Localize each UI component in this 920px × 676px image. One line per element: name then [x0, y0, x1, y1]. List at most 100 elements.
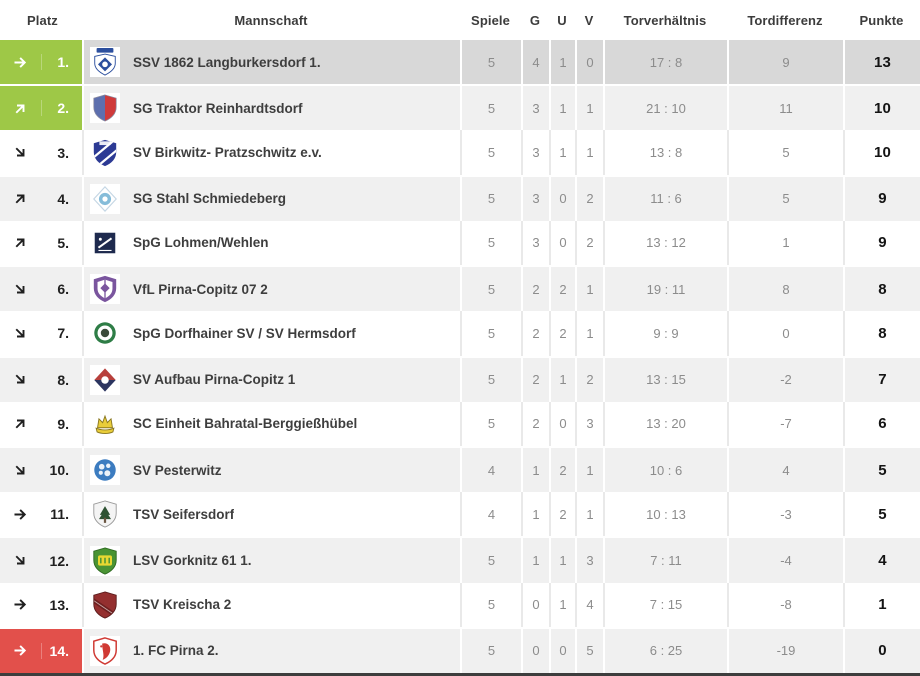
draws-cell: 1 [549, 538, 575, 583]
rank-label: 10. [49, 462, 69, 479]
team-cell[interactable]: TSV Kreischa 2 [82, 582, 460, 627]
draws-cell: 1 [549, 86, 575, 131]
team-cell[interactable]: SpG Lohmen/Wehlen [82, 220, 460, 266]
team-name: TSV Kreischa 2 [133, 597, 232, 613]
arrow-down-right-icon [0, 281, 41, 298]
draws-cell: 2 [549, 492, 575, 537]
table-row[interactable]: 2. SG Traktor Reinhardtsdorf 5 3 1 1 21 … [0, 84, 920, 131]
spiele-cell: 5 [460, 176, 521, 221]
arrow-up-right-icon [0, 234, 41, 251]
wins-cell: 3 [521, 130, 549, 175]
team-cell[interactable]: SV Aufbau Pirna-Copitz 1 [82, 357, 460, 402]
spiele-cell: 5 [460, 40, 521, 85]
spiele-cell: 5 [460, 311, 521, 356]
goal-ratio-cell: 13 : 8 [603, 130, 727, 175]
team-cell[interactable]: SG Traktor Reinhardtsdorf [82, 86, 460, 131]
losses-cell: 1 [575, 447, 603, 493]
arrow-down-right-icon [0, 144, 41, 161]
team-cell[interactable]: TSV Seifersdorf [82, 492, 460, 537]
team-cell[interactable]: SSV 1862 Langburkersdorf 1. [82, 40, 460, 85]
team-name: SpG Lohmen/Wehlen [133, 235, 269, 251]
points-cell: 9 [843, 176, 920, 221]
points-cell: 7 [843, 357, 920, 402]
losses-cell: 3 [575, 538, 603, 583]
team-cell[interactable]: SV Birkwitz- Pratzschwitz e.v. [82, 130, 460, 175]
team-name: SG Traktor Reinhardtsdorf [133, 100, 303, 116]
platz-cell: 5. [0, 221, 82, 265]
team-cell[interactable]: SC Einheit Bahratal-Berggießhübel [82, 401, 460, 446]
col-header-gewonnen: G [529, 12, 541, 28]
draws-cell: 0 [549, 401, 575, 446]
wins-cell: 3 [521, 176, 549, 221]
team-name: SC Einheit Bahratal-Berggießhübel [133, 416, 358, 432]
goal-diff-cell: -3 [727, 492, 843, 537]
table-row[interactable]: 7. SpG Dorfhainer SV / SV Hermsdorf 5 2 … [0, 311, 920, 356]
losses-cell: 2 [575, 220, 603, 266]
platz-cell: 3. [0, 130, 82, 174]
team-cell[interactable]: LSV Gorknitz 61 1. [82, 538, 460, 583]
wins-cell: 0 [521, 628, 549, 674]
club-logo-icon [90, 408, 120, 439]
team-cell[interactable]: SG Stahl Schmiedeberg [82, 176, 460, 221]
table-row[interactable]: 12. LSV Gorknitz 61 1. 5 1 1 3 7 : 11 -4… [0, 536, 920, 583]
table-row[interactable]: 9. SC Einheit Bahratal-Berggießhübel 5 2… [0, 401, 920, 446]
team-name: SV Aufbau Pirna-Copitz 1 [133, 372, 296, 388]
table-row[interactable]: 1. SSV 1862 Langburkersdorf 1. 5 4 1 0 1… [0, 40, 920, 85]
platz-cell: 11. [0, 492, 82, 536]
club-logo-icon [90, 635, 120, 666]
spiele-cell: 4 [460, 447, 521, 493]
club-logo-icon [90, 545, 120, 576]
rank-label: 8. [57, 371, 69, 388]
points-cell: 8 [843, 267, 920, 312]
table-row[interactable]: 5. SpG Lohmen/Wehlen 5 3 0 2 13 : 12 1 9 [0, 220, 920, 266]
team-cell[interactable]: VfL Pirna-Copitz 07 2 [82, 267, 460, 312]
table-row[interactable]: 14. 1. FC Pirna 2. 5 0 0 5 6 : 25 -19 0 [0, 626, 920, 674]
goal-diff-cell: -4 [727, 538, 843, 583]
platz-cell: 8. [0, 358, 82, 402]
platz-cell: 14. [0, 628, 82, 674]
col-header-torverhaeltnis: Torverhältnis [623, 12, 707, 28]
points-cell: 4 [843, 538, 920, 583]
goal-diff-cell: 11 [727, 86, 843, 131]
goal-ratio-cell: 7 : 11 [603, 538, 727, 583]
platz-cell: 6. [0, 267, 82, 311]
table-row[interactable]: 13. TSV Kreischa 2 5 0 1 4 7 : 15 -8 1 [0, 582, 920, 627]
table-row[interactable]: 8. SV Aufbau Pirna-Copitz 1 5 2 1 2 13 :… [0, 355, 920, 402]
wins-cell: 2 [521, 311, 549, 356]
team-cell[interactable]: SV Pesterwitz [82, 447, 460, 493]
goal-ratio-cell: 6 : 25 [603, 628, 727, 674]
draws-cell: 2 [549, 447, 575, 493]
goal-ratio-cell: 10 : 6 [603, 447, 727, 493]
team-name: TSV Seifersdorf [133, 506, 235, 522]
goal-diff-cell: 9 [727, 40, 843, 85]
goal-diff-cell: -7 [727, 401, 843, 446]
rank-label: 5. [57, 234, 69, 251]
goal-diff-cell: 5 [727, 130, 843, 175]
table-row[interactable]: 3. SV Birkwitz- Pratzschwitz e.v. 5 3 1 … [0, 130, 920, 175]
wins-cell: 1 [521, 538, 549, 583]
table-row[interactable]: 4. SG Stahl Schmiedeberg 5 3 0 2 11 : 6 … [0, 174, 920, 221]
team-cell[interactable]: 1. FC Pirna 2. [82, 628, 460, 674]
table-row[interactable]: 6. VfL Pirna-Copitz 07 2 5 2 2 1 19 : 11… [0, 265, 920, 312]
platz-cell: 10. [0, 448, 82, 492]
draws-cell: 0 [549, 220, 575, 266]
goal-ratio-cell: 17 : 8 [603, 40, 727, 85]
team-name: 1. FC Pirna 2. [133, 643, 219, 659]
rank-label: 6. [57, 281, 69, 298]
table-row[interactable]: 11. TSV Seifersdorf 4 1 2 1 10 : 13 -3 5 [0, 492, 920, 537]
club-logo-icon [90, 137, 120, 168]
points-cell: 6 [843, 401, 920, 446]
wins-cell: 0 [521, 582, 549, 627]
table-row[interactable]: 10. SV Pesterwitz 4 1 2 1 10 : 6 4 5 [0, 445, 920, 493]
wins-cell: 3 [521, 86, 549, 131]
team-cell[interactable]: SpG Dorfhainer SV / SV Hermsdorf [82, 311, 460, 356]
draws-cell: 1 [549, 582, 575, 627]
goal-ratio-cell: 21 : 10 [603, 86, 727, 131]
points-cell: 5 [843, 492, 920, 537]
draws-cell: 1 [549, 357, 575, 402]
club-logo-icon [90, 364, 120, 395]
points-cell: 10 [843, 86, 920, 131]
club-logo-icon [90, 455, 120, 486]
rank-label: 1. [41, 54, 82, 71]
spiele-cell: 5 [460, 220, 521, 266]
